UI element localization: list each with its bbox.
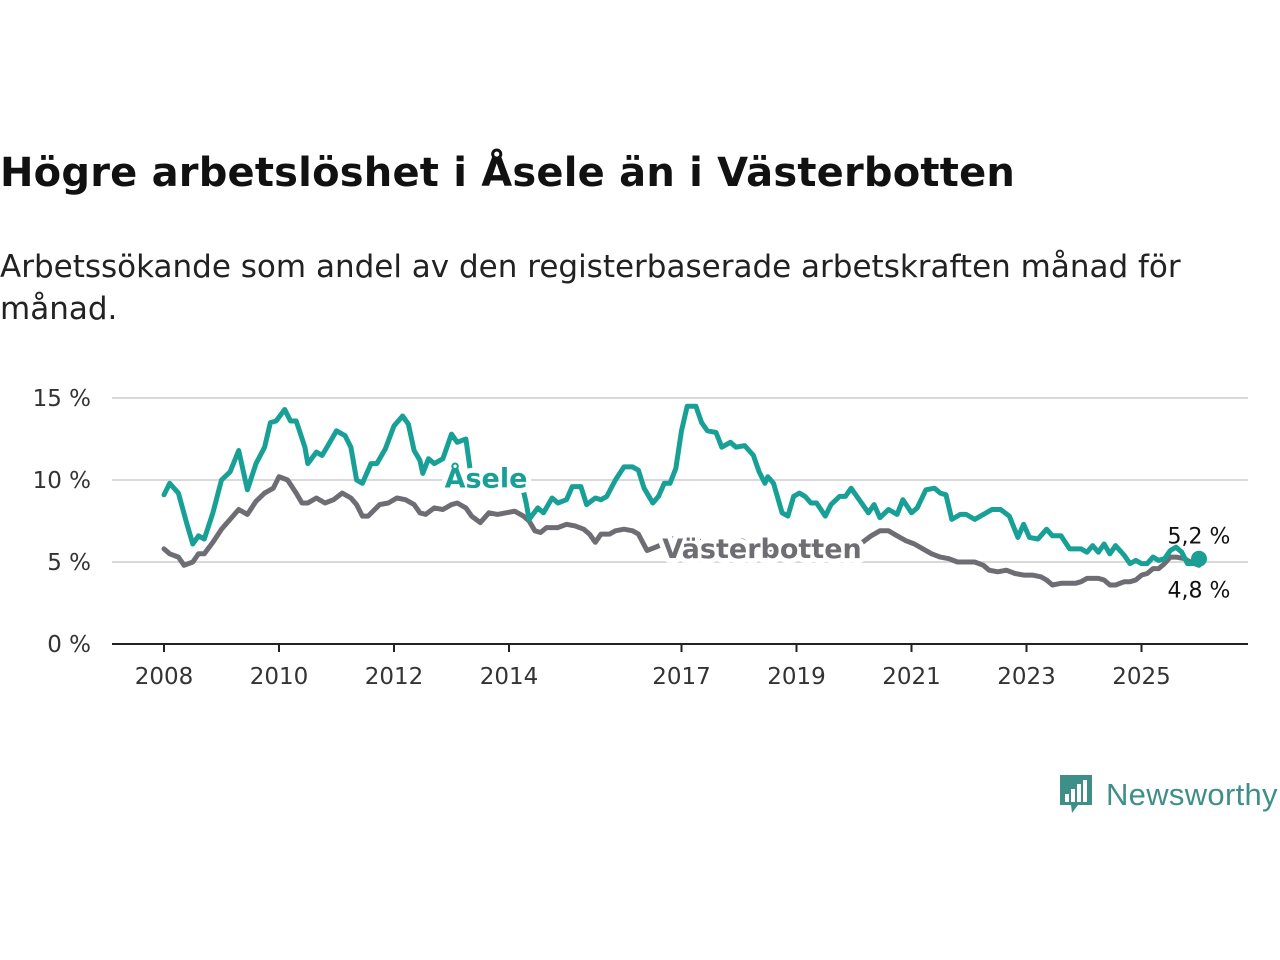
page-subtitle: Arbetssökande som andel av den registerb… <box>0 249 1181 327</box>
series-line-asele <box>161 403 1202 567</box>
y-tick-label: 5 % <box>47 550 91 576</box>
bar-chart-speech-bubble-icon <box>1060 775 1092 813</box>
logo-text: Newsworthy <box>1106 777 1278 812</box>
chart-series <box>161 403 1202 588</box>
x-tick-label: 2021 <box>882 664 941 690</box>
x-axis: 2008 2010 2012 2014 2017 2019 2021 2023 2025 <box>112 643 1248 690</box>
x-tick-label: 2010 <box>250 664 309 690</box>
series-label-halo-asele: Åsele <box>445 462 528 494</box>
end-value-label-asele: 5,2 % <box>1168 525 1231 550</box>
x-tick-label: 2019 <box>767 664 826 690</box>
x-tick-label: 2025 <box>1112 664 1171 690</box>
chart-gridlines <box>112 397 1248 563</box>
x-tick-label: 2014 <box>480 664 539 690</box>
x-tick-label: 2012 <box>365 664 424 690</box>
end-point-asele <box>1191 550 1207 567</box>
newsworthy-logo: Newsworthy <box>1058 770 1278 820</box>
x-tick-label: 2008 <box>135 664 194 690</box>
x-tick-label: 2017 <box>652 664 711 690</box>
y-tick-label: 15 % <box>33 386 91 412</box>
end-value-label-vasterbotten: 4,8 % <box>1168 578 1231 603</box>
x-tick-label: 2023 <box>997 664 1056 690</box>
line-chart: 0 %5 %10 %15 % 2008 2010 2012 2014 2017 2019 2… <box>33 386 1248 690</box>
y-axis: 0 % 5 % 10 % 15 % <box>33 386 91 658</box>
y-tick-label: 0 % <box>47 632 91 658</box>
series-line-vasterbotten <box>161 474 1202 588</box>
y-tick-label: 10 % <box>33 468 91 494</box>
series-label-vasterbotten: Västerbotten <box>662 534 861 565</box>
series-label-asele: Åsele <box>445 462 528 494</box>
page-title: Högre arbetslöshet i Åsele än i Västerbo… <box>0 150 1016 196</box>
series-label-halo-vasterbotten: Västerbotten <box>662 534 861 565</box>
